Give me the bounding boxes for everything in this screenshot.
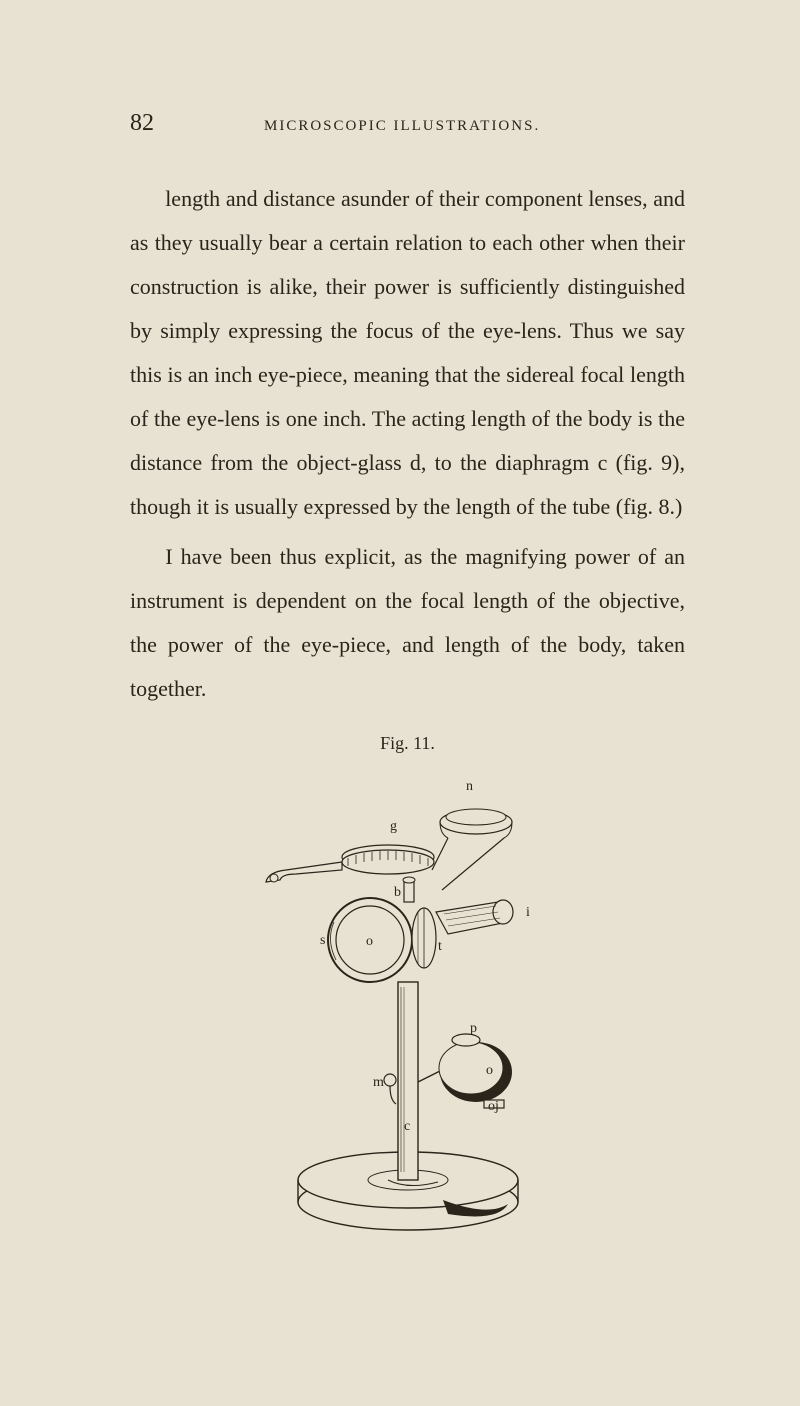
paragraph-1: length and distance asunder of their com…: [130, 177, 685, 529]
microscope-illustration: n g b i s o t p o m c oj: [208, 762, 608, 1242]
label-n: n: [466, 779, 473, 794]
condenser: [436, 900, 513, 934]
page: 82 MICROSCOPIC ILLUSTRATIONS. length and…: [0, 0, 800, 1406]
paragraph-2: I have been thus explicit, as the magnif…: [130, 535, 685, 711]
label-t: t: [438, 939, 442, 954]
page-number: 82: [130, 110, 154, 137]
label-o-large: o: [486, 1063, 493, 1078]
label-b: b: [394, 885, 401, 900]
knob-b: [403, 877, 415, 902]
label-p: p: [470, 1021, 477, 1036]
label-o-small: o: [366, 934, 373, 949]
figure: n g b i s o t p o m c oj: [130, 762, 685, 1247]
running-head: MICROSCOPIC ILLUSTRATIONS.: [264, 118, 540, 135]
body-text: length and distance asunder of their com…: [130, 177, 685, 711]
label-i: i: [526, 905, 530, 920]
label-s: s: [320, 933, 325, 948]
label-oj: oj: [488, 1099, 499, 1114]
header-row: 82 MICROSCOPIC ILLUSTRATIONS.: [130, 110, 685, 137]
label-c: c: [404, 1119, 410, 1134]
label-m: m: [373, 1075, 384, 1090]
figure-caption: Fig. 11.: [130, 733, 685, 754]
label-g: g: [390, 819, 397, 834]
lens-cluster: [412, 908, 436, 968]
top-assembly: [266, 809, 512, 890]
column: [398, 982, 418, 1180]
